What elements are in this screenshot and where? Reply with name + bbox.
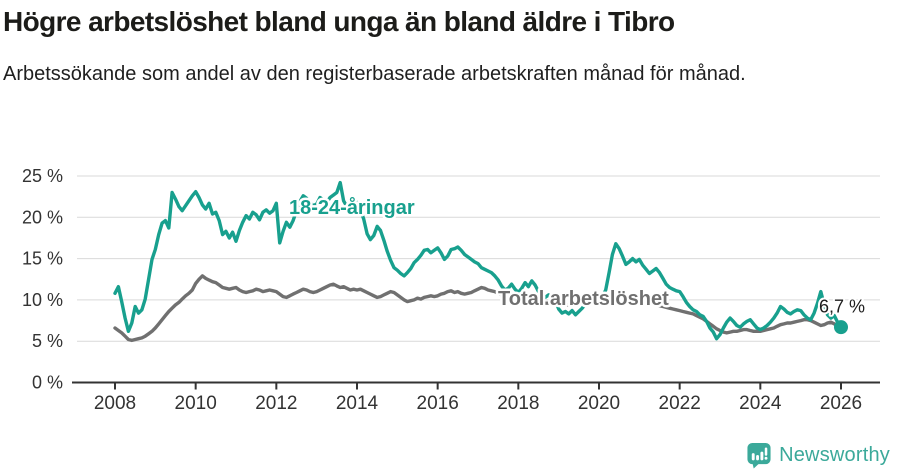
newsworthy-logo: Newsworthy xyxy=(746,442,890,469)
chart-subtitle: Arbetssökande som andel av den registerb… xyxy=(3,63,746,85)
x-axis-tick-label: 2022 xyxy=(659,393,701,414)
page-title: Högre arbetslöshet bland unga än bland ä… xyxy=(3,6,675,37)
series-end-dot xyxy=(833,320,848,335)
y-axis-tick-label: 0 % xyxy=(32,373,63,393)
x-axis-tick-label: 2014 xyxy=(336,393,379,414)
newsworthy-bubble-chart-icon xyxy=(747,442,771,469)
y-axis-tick-label: 5 % xyxy=(32,331,63,351)
x-axis-tick-label: 2026 xyxy=(820,393,862,414)
y-axis-tick-label: 25 % xyxy=(22,166,63,186)
series-line xyxy=(113,274,843,343)
unemployment-line-chart: 0 % 5 % 10 % 15 % 20 % 25 % 2008 2010 2012 2014 20… xyxy=(22,166,880,414)
y-axis-tick-label: 15 % xyxy=(22,249,63,269)
y-axis-tick-label: 20 % xyxy=(22,207,63,227)
x-axis-tick-label: 2012 xyxy=(255,393,297,414)
value-annotation: 6,7 % xyxy=(819,297,865,317)
y-axis-tick-label: 10 % xyxy=(22,290,63,310)
series-line xyxy=(113,180,843,341)
series-label: Total arbetslöshet xyxy=(498,288,669,310)
x-axis-tick-label: 2024 xyxy=(739,393,782,414)
x-axis-tick-label: 2008 xyxy=(94,393,136,414)
x-axis-tick-label: 2016 xyxy=(417,393,459,414)
series-label: 18-24-åringar xyxy=(289,196,415,219)
newsworthy-wordmark: Newsworthy xyxy=(779,444,890,466)
x-axis-tick-label: 2010 xyxy=(175,393,217,414)
x-axis-tick-label: 2020 xyxy=(578,393,620,414)
x-axis-tick-label: 2018 xyxy=(497,393,539,414)
